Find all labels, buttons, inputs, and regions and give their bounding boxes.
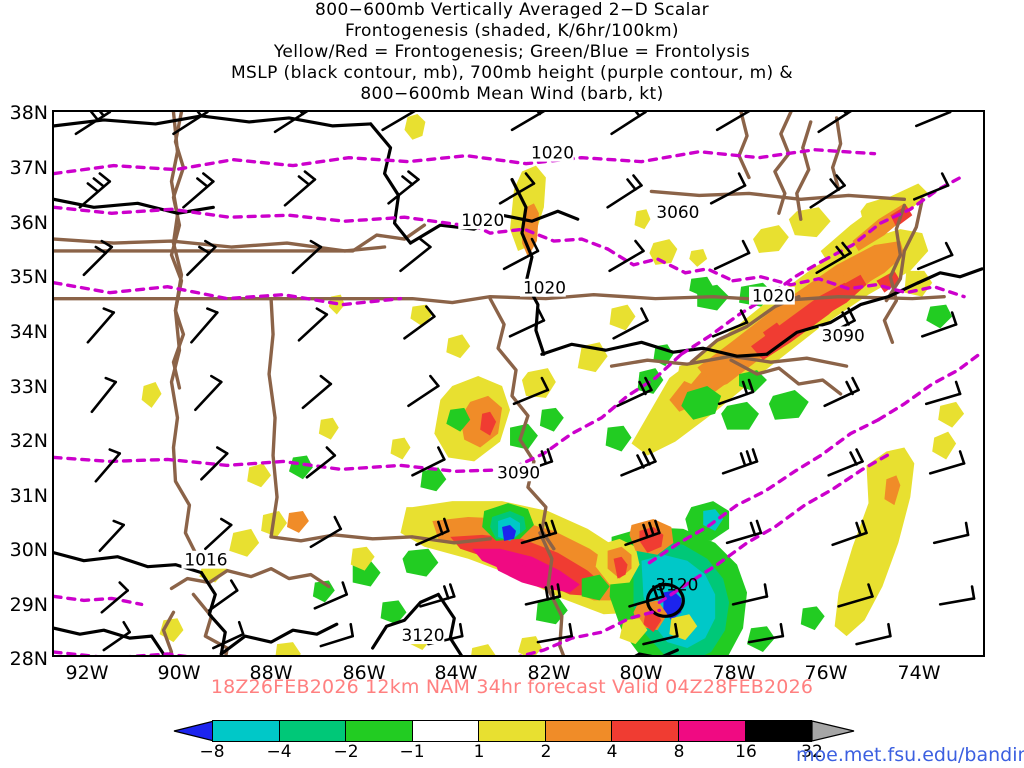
contour-label: 3120: [655, 574, 698, 594]
svg-text:1016: 1016: [184, 550, 227, 570]
colorbar-tick-label: −4: [266, 742, 292, 762]
svg-text:1020: 1020: [461, 210, 504, 230]
y-tick-label: 34N: [9, 321, 48, 343]
x-tick-label: 76W: [804, 662, 848, 684]
x-tick-label: 88W: [249, 662, 293, 684]
colorbar-tick-label: −1: [399, 742, 425, 762]
frontogenesis-shading: [141, 113, 965, 655]
svg-text:1020: 1020: [523, 278, 566, 298]
colorbar-segment: [678, 721, 746, 741]
contour-label: 1020: [519, 278, 566, 298]
contour-label: 3090: [494, 462, 540, 482]
weather-map: 1020 1020 1020 1020 1016 3060 3090 3090 …: [54, 112, 983, 655]
contour-label: 1016: [181, 550, 228, 570]
colorbar-segment: [279, 721, 347, 741]
svg-text:3120: 3120: [655, 574, 698, 594]
y-tick-label: 31N: [9, 485, 48, 507]
chart-title-block: 800−600mb Vertically Averaged 2−D Scalar…: [0, 0, 1024, 104]
state-boundaries: [54, 112, 946, 655]
svg-text:3090: 3090: [822, 325, 865, 345]
colorbar-over-arrow: [812, 720, 855, 742]
colorbar-segment: [479, 721, 546, 741]
colorbar-tick-label: 16: [735, 742, 757, 762]
colorbar-tick-label: 4: [606, 742, 618, 762]
x-tick-label: 86W: [342, 662, 386, 684]
x-tick-label: 80W: [619, 662, 663, 684]
contour-label: 3060: [653, 202, 699, 222]
y-tick-label: 30N: [9, 539, 48, 561]
colorbar: −8 −4 −2 −1 1 2 4 8 16 32: [173, 720, 855, 768]
y-tick-label: 35N: [9, 266, 48, 288]
title-line-5: 800−600mb Mean Wind (barb, kt): [360, 84, 664, 104]
contour-label: 3090: [818, 325, 865, 345]
y-tick-label: 32N: [9, 430, 48, 452]
x-tick-label: 84W: [434, 662, 478, 684]
x-tick-label: 78W: [712, 662, 756, 684]
y-tick-label: 38N: [9, 102, 48, 124]
mslp-contours: [54, 114, 983, 655]
colorbar-segment: [545, 721, 613, 741]
title-line-3: Yellow/Red = Frontogenesis; Green/Blue =…: [273, 42, 751, 62]
y-tick-label: 29N: [9, 594, 48, 616]
contour-label: 3120: [398, 625, 445, 645]
y-tick-label: 33N: [9, 376, 48, 398]
colorbar-segment: [745, 721, 812, 741]
site-watermark: moe.met.fsu.edu/banding: [796, 744, 1024, 766]
colorbar-segment: [346, 721, 413, 741]
x-tick-label: 92W: [65, 662, 109, 684]
colorbar-segments: [212, 720, 812, 742]
x-tick-label: 90W: [157, 662, 201, 684]
x-tick-label: 74W: [897, 662, 941, 684]
contour-label: 1020: [749, 286, 795, 306]
svg-text:3120: 3120: [402, 625, 445, 645]
colorbar-segment: [412, 721, 480, 741]
forecast-caption: 18Z26FEB2026 12km NAM 34hr forecast Vali…: [210, 676, 814, 698]
y-tick-label: 36N: [9, 212, 48, 234]
colorbar-under-arrow: [173, 720, 215, 742]
contour-label: 1020: [458, 210, 504, 230]
y-tick-label: 37N: [9, 157, 48, 179]
colorbar-tick-label: 2: [540, 742, 552, 762]
title-line-1: 800−600mb Vertically Averaged 2−D Scalar: [315, 0, 709, 20]
colorbar-tick-label: 1: [473, 742, 485, 762]
wind-barbs: [74, 112, 976, 652]
colorbar-segment: [612, 721, 679, 741]
colorbar-tick-label: −8: [199, 742, 225, 762]
colorbar-segment: [213, 721, 280, 741]
colorbar-tick-label: 8: [673, 742, 685, 762]
map-plot-area: 1020 1020 1020 1020 1016 3060 3090 3090 …: [52, 110, 985, 657]
y-tick-label: 28N: [9, 648, 48, 670]
title-line-4: MSLP (black contour, mb), 700mb height (…: [230, 63, 794, 83]
contour-label: 1020: [527, 143, 574, 163]
colorbar-tick-label: −2: [333, 742, 359, 762]
title-line-2: Frontogenesis (shaded, K/6hr/100km): [345, 21, 679, 41]
svg-text:3060: 3060: [656, 202, 699, 222]
svg-text:1020: 1020: [752, 286, 795, 306]
colorbar-tick-label: 32: [801, 742, 823, 762]
svg-text:1020: 1020: [531, 143, 574, 163]
svg-text:3090: 3090: [497, 462, 540, 482]
x-tick-label: 82W: [527, 662, 571, 684]
contour-label-group: 1020 1020 1020 1020 1016 3060 3090 3090 …: [181, 143, 865, 645]
